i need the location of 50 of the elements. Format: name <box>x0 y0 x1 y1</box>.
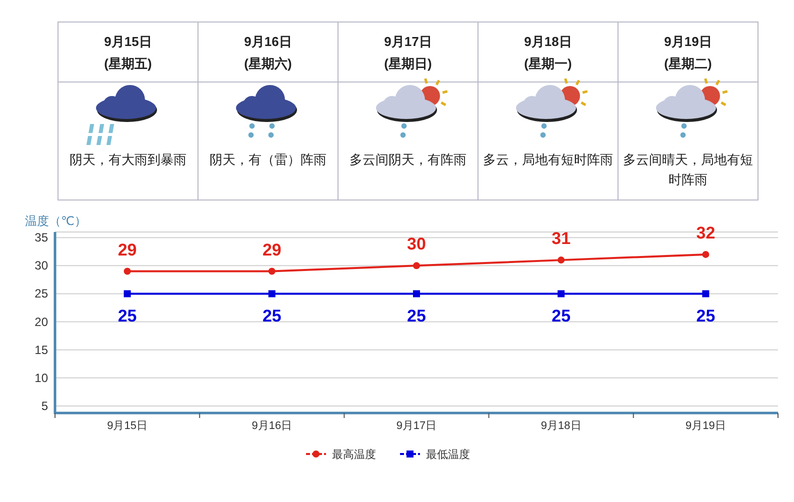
data-label: 25 <box>118 306 137 326</box>
text: 多云间阴天，有阵雨 <box>348 151 468 169</box>
legend-label: 最高温度 <box>332 448 376 461</box>
point <box>124 290 131 298</box>
point <box>558 290 565 298</box>
y-tick-label: 5 <box>41 398 48 413</box>
x-tick-label: 9月15日 <box>107 420 148 432</box>
legend-label: 最低温度 <box>426 448 470 461</box>
data-label: 31 <box>552 229 571 248</box>
data-label: 25 <box>552 306 571 326</box>
text: (星期日) <box>384 56 432 71</box>
point <box>268 268 276 275</box>
text: 9月17日 <box>384 34 432 49</box>
x-tick-label: 9月17日 <box>396 420 437 432</box>
point <box>413 262 420 270</box>
data-label: 25 <box>407 306 426 326</box>
point <box>558 256 565 264</box>
text: 9月15日 <box>104 34 152 49</box>
x-tick-label: 9月18日 <box>540 420 582 432</box>
y-tick-label: 25 <box>34 286 48 301</box>
y-tick-label: 35 <box>34 230 48 245</box>
text: (星期一) <box>524 56 572 71</box>
text: 9月19日 <box>664 34 712 49</box>
point <box>702 250 710 258</box>
point <box>413 290 420 298</box>
data-label: 29 <box>118 240 137 260</box>
text: (星期二) <box>664 56 712 71</box>
data-label: 29 <box>262 240 282 260</box>
point <box>124 268 131 275</box>
text: 9月16日 <box>244 34 292 49</box>
x-tick-label: 9月16日 <box>252 420 292 432</box>
point <box>268 290 276 298</box>
text: 多云间晴天，局地有短时阵雨 <box>622 151 754 189</box>
text: 多云，局地有短时阵雨 <box>482 151 614 169</box>
y-tick-label: 15 <box>34 342 48 357</box>
point <box>702 290 710 298</box>
data-label: 25 <box>262 306 282 326</box>
y-tick-label: 10 <box>34 370 48 385</box>
text: (星期五) <box>104 56 152 71</box>
text: 阴天，有（雷）阵雨 <box>208 151 328 169</box>
text: (星期六) <box>244 56 292 71</box>
x-tick-label: 9月19日 <box>686 420 726 432</box>
data-label: 25 <box>696 306 716 326</box>
data-label: 32 <box>696 223 716 242</box>
y-axis-title: 温度（℃） <box>25 214 86 228</box>
text: 阴天，有大雨到暴雨 <box>68 151 188 169</box>
y-tick-label: 20 <box>34 314 48 329</box>
text: 9月18日 <box>524 34 572 49</box>
data-label: 30 <box>407 234 426 254</box>
y-tick-label: 30 <box>34 258 48 273</box>
